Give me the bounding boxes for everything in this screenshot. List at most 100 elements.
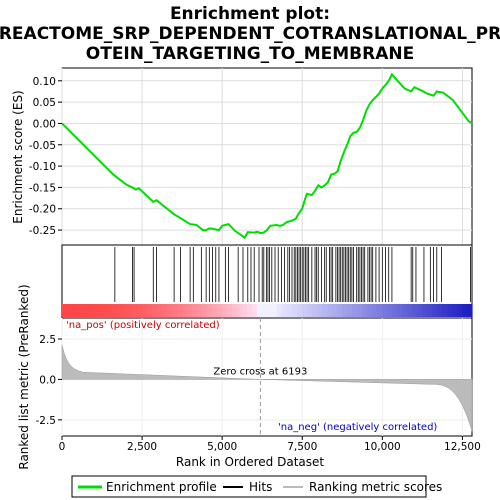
legend-label-ranking: Ranking metric scores [309,480,442,494]
color-bar-segment [157,304,163,317]
color-bar-segment [202,304,208,317]
es-tick-label: 0.10 [33,76,56,88]
color-bar-segment [327,304,333,317]
color-bar-segment [407,304,413,317]
x-axis-label: Rank in Ordered Dataset [176,455,324,469]
color-bar-segment [467,304,473,317]
color-bar-segment [227,304,233,317]
color-bar-segment [387,304,393,317]
color-bar-segment [292,304,298,317]
color-bar-segment [82,304,88,317]
color-bar-segment [307,304,313,317]
rank-color-bar [62,304,473,317]
positive-correlation-label: 'na_pos' (positively correlated) [66,320,220,331]
es-tick-label: 0.05 [33,97,56,109]
es-tick-label: -0.15 [29,182,56,194]
color-bar-segment [432,304,438,317]
color-bar-segment [332,304,338,317]
legend-label-enrichment: Enrichment profile [106,480,217,494]
ranked-tick-label: 0.0 [39,374,56,386]
color-bar-segment [342,304,348,317]
chart-title-line-1: Enrichment plot: [170,4,330,24]
color-bar-segment [232,304,238,317]
color-bar-segment [277,304,283,317]
ranked-y-axis-label: Ranked list metric (PreRanked) [17,284,31,469]
color-bar-segment [412,304,418,317]
color-bar-segment [427,304,433,317]
color-bar-segment [247,304,253,317]
color-bar-segment [397,304,403,317]
color-bar-segment [147,304,153,317]
color-bar-segment [182,304,188,317]
color-bar-segment [302,304,308,317]
color-bar-segment [347,304,353,317]
color-bar-segment [197,304,203,317]
color-bar-segment [117,304,123,317]
negative-correlation-label: 'na_neg' (negatively correlated) [278,422,437,433]
color-bar-segment [177,304,183,317]
color-bar-segment [452,304,458,317]
color-bar-segment [362,304,368,317]
es-tick-label: -0.10 [29,161,56,173]
color-bar-segment [417,304,423,317]
chart-title-line-3: OTEIN_TARGETING_TO_MEMBRANE [86,44,414,64]
x-tick-label: 0 [59,441,66,453]
color-bar-segment [357,304,363,317]
ranked-tick-label: -2.5 [36,415,57,427]
x-tick-label: 7,500 [287,441,317,453]
color-bar-segment [62,304,68,317]
x-tick-label: 12,500 [444,441,481,453]
color-bar-segment [457,304,463,317]
color-bar-segment [262,304,268,317]
color-bar-segment [317,304,323,317]
enrichment-profile-line [61,72,473,240]
es-tick-label: -0.25 [29,225,56,237]
color-bar-segment [447,304,453,317]
color-bar-segment [97,304,103,317]
color-bar-segment [442,304,448,317]
ranking-metric-area [61,344,473,432]
hits-markers [114,247,471,302]
color-bar-segment [127,304,133,317]
chart-title-line-2: REACTOME_SRP_DEPENDENT_COTRANSLATIONAL_P… [0,24,500,44]
es-tick-label: -0.20 [29,204,56,216]
color-bar-segment [422,304,428,317]
color-bar-segment [107,304,113,317]
color-bar-segment [312,304,318,317]
color-bar-segment [382,304,388,317]
es-tick-label: -0.05 [29,140,56,152]
color-bar-segment [282,304,288,317]
color-bar-segment [152,304,158,317]
color-bar-segment [392,304,398,317]
color-bar-segment [437,304,443,317]
color-bar-segment [402,304,408,317]
color-bar-segment [237,304,243,317]
ranked-y-ticks: 2.5 0.0 -2.5 [36,334,62,427]
x-tick-label: 5,000 [207,441,237,453]
es-y-axis-label: Enrichment score (ES) [11,90,25,223]
color-bar-segment [367,304,373,317]
color-bar-segment [267,304,273,317]
zero-cross-label: Zero cross at 6193 [213,366,307,377]
color-bar-segment [222,304,228,317]
color-bar-segment [287,304,293,317]
color-bar-segment [137,304,143,317]
color-bar-segment [322,304,328,317]
color-bar-segment [172,304,178,317]
x-tick-label: 10,000 [364,441,401,453]
es-tick-label: 0.00 [33,118,56,130]
color-bar-segment [377,304,383,317]
color-bar-segment [257,304,263,317]
color-bar-segment [192,304,198,317]
color-bar-segment [142,304,148,317]
color-bar-segment [67,304,73,317]
legend-box [71,475,427,498]
color-bar-segment [297,304,303,317]
color-bar-segment [132,304,138,317]
color-bar-segment [252,304,258,317]
color-bar-segment [72,304,78,317]
color-bar-segment [242,304,248,317]
color-bar-segment [352,304,358,317]
color-bar-segment [212,304,218,317]
